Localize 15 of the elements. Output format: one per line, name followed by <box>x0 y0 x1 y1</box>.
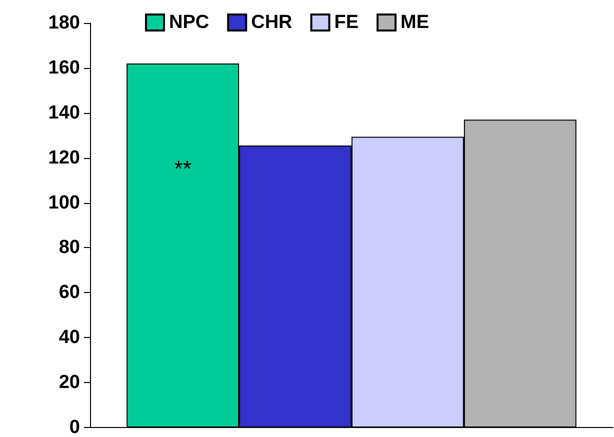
annotation: ** <box>174 156 192 181</box>
legend-label: FE <box>334 12 359 33</box>
y-tick-label: 40 <box>58 327 80 348</box>
legend-label: NPC <box>169 12 210 33</box>
y-tick-label: 160 <box>48 57 80 78</box>
y-tick-label: 0 <box>69 417 80 437</box>
y-tick-label: 20 <box>58 372 80 394</box>
y-tick-label: 60 <box>58 282 80 304</box>
y-tick-label: 140 <box>48 102 80 124</box>
legend-label: ME <box>400 12 430 33</box>
y-tick-label: 120 <box>48 147 80 168</box>
y-tick-label: 80 <box>58 237 80 258</box>
legend-label: CHR <box>251 12 293 33</box>
y-tick-label: 180 <box>48 12 80 34</box>
y-tick-label: 100 <box>48 192 80 214</box>
